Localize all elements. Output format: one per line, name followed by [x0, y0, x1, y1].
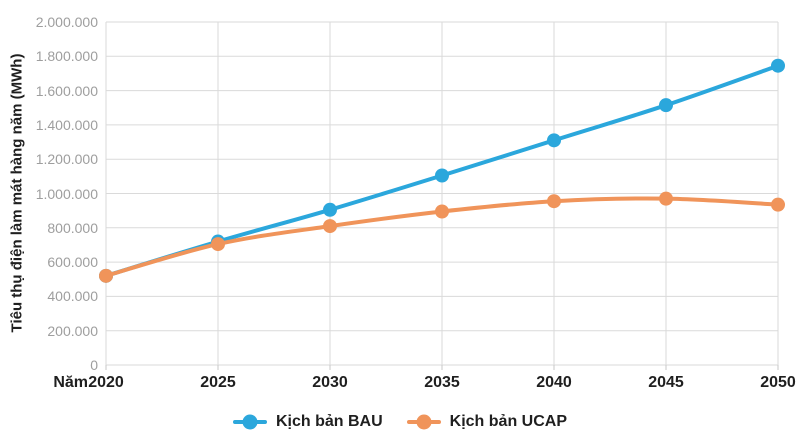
data-point-ucap[interactable] — [211, 237, 225, 252]
y-tick-label: 2.000.000 — [35, 14, 98, 30]
x-tick-label: 2035 — [424, 374, 460, 391]
data-point-ucap[interactable] — [659, 191, 673, 206]
y-tick-label: 1.800.000 — [35, 48, 98, 65]
legend: Kịch bản BAU Kịch bản UCAP — [0, 413, 800, 431]
legend-label-bau: Kịch bản BAU — [275, 413, 383, 430]
x-axis-title: Năm — [53, 374, 88, 391]
legend-label-ucap: Kịch bản UCAP — [449, 413, 567, 430]
y-tick-label: 600.000 — [47, 254, 98, 271]
data-point-ucap[interactable] — [547, 194, 561, 209]
data-point-ucap[interactable] — [435, 204, 449, 219]
y-tick-label: 0 — [90, 357, 98, 373]
x-tick-label: 2025 — [200, 374, 236, 391]
y-tick-label: 1.600.000 — [35, 82, 98, 99]
bau-dot-swatch — [242, 414, 258, 430]
y-tick-label: 400.000 — [47, 288, 98, 305]
x-tick-label: 2030 — [312, 374, 348, 391]
ucap-dot-swatch — [416, 414, 432, 430]
y-tick-label: 1.400.000 — [35, 116, 98, 133]
legend-item-bau[interactable]: Kịch bản BAU — [232, 413, 383, 431]
data-point-bau[interactable] — [771, 58, 785, 73]
data-point-bau[interactable] — [547, 133, 561, 148]
legend-item-ucap[interactable]: Kịch bản UCAP — [406, 413, 567, 431]
ucap-series-marker-icon — [406, 414, 441, 431]
y-tick-label: 800.000 — [47, 219, 98, 236]
data-point-bau[interactable] — [323, 202, 337, 217]
bau-series-marker-icon — [232, 414, 267, 431]
x-tick-label: 2050 — [760, 374, 796, 391]
y-tick-label: 1.000.000 — [35, 185, 98, 202]
data-point-ucap[interactable] — [771, 197, 785, 212]
data-point-ucap[interactable] — [323, 219, 337, 234]
x-tick-label: 2020 — [88, 374, 124, 391]
y-tick-label: 200.000 — [47, 322, 98, 339]
x-tick-label: 2040 — [536, 374, 572, 391]
x-tick-label: 2045 — [648, 374, 684, 391]
y-tick-label: 1.200.000 — [35, 151, 98, 168]
data-point-ucap[interactable] — [99, 268, 113, 283]
data-point-bau[interactable] — [435, 168, 449, 183]
data-point-bau[interactable] — [659, 98, 673, 113]
